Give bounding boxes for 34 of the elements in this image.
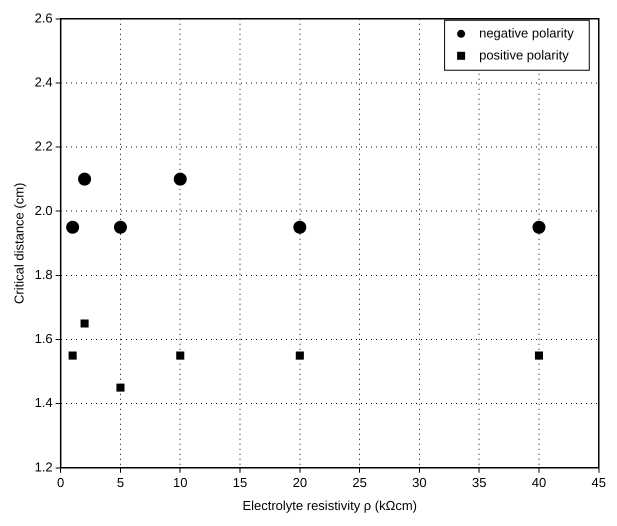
x-axis-title: Electrolyte resistivity ρ (kΩcm)	[242, 498, 418, 513]
y-tick-label: 1.8	[34, 266, 53, 282]
point	[114, 220, 127, 234]
legend-label: negative polarity	[479, 25, 574, 40]
legend-label: positive polarity	[479, 47, 570, 62]
x-tick-label: 30	[412, 475, 427, 490]
y-tick-label: 1.6	[34, 331, 53, 346]
y-tick-label: 2.0	[34, 202, 53, 218]
point	[293, 220, 306, 234]
x-tick-label: 40	[532, 475, 546, 490]
x-tick-label: 15	[232, 475, 248, 490]
x-tick-label: 10	[173, 475, 188, 490]
x-tick-label: 20	[292, 475, 308, 490]
y-tick-label: 1.2	[34, 459, 53, 474]
y-tick-label: 1.4	[34, 395, 53, 410]
x-tick-label: 5	[116, 475, 124, 490]
x-tick-label: 0	[57, 475, 64, 490]
point	[66, 220, 80, 234]
point	[116, 384, 124, 392]
y-axis-title: Critical distance (cm)	[11, 182, 26, 304]
point	[534, 352, 544, 360]
x-tick-label: 25	[352, 475, 367, 490]
y-tick-label: 2.6	[34, 10, 53, 26]
y-tick-label: 2.4	[34, 74, 53, 90]
y-tick-label: 2.2	[34, 138, 53, 154]
point	[532, 220, 546, 234]
point	[296, 352, 304, 360]
point	[80, 319, 89, 328]
x-tick-label: 35	[472, 475, 486, 490]
point	[174, 172, 187, 186]
point	[78, 172, 92, 186]
point	[68, 352, 77, 360]
point	[176, 352, 184, 360]
x-tick-label: 45	[592, 475, 606, 490]
